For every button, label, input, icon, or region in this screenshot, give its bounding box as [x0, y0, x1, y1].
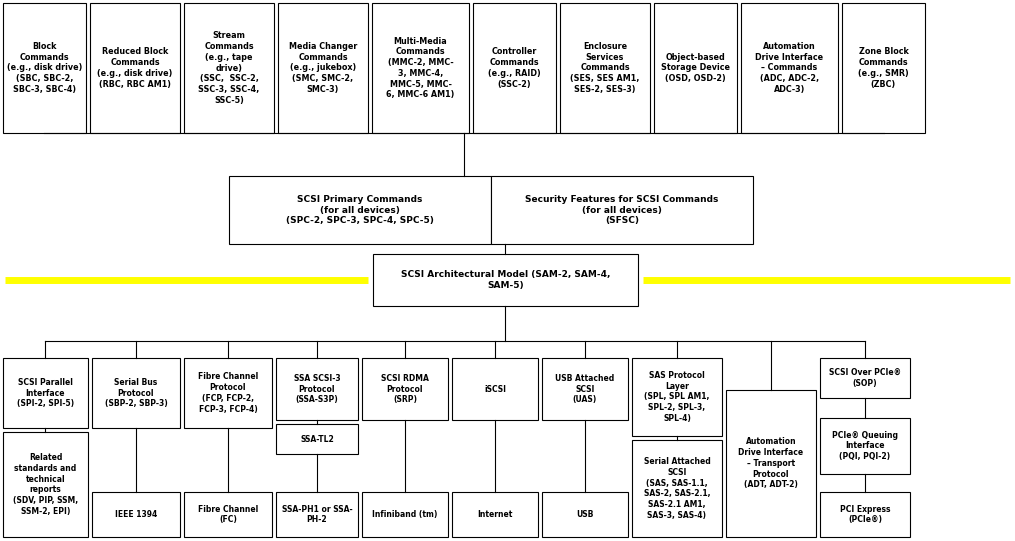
- Text: IEEE 1394: IEEE 1394: [115, 510, 157, 519]
- Text: SCSI Architectural Model (SAM-2, SAM-4,
SAM-5): SCSI Architectural Model (SAM-2, SAM-4, …: [401, 270, 610, 290]
- Bar: [632, 358, 722, 436]
- Bar: [452, 358, 538, 420]
- Bar: [184, 3, 274, 133]
- Bar: [184, 492, 272, 537]
- Bar: [560, 3, 650, 133]
- Bar: [373, 3, 469, 133]
- Bar: [542, 492, 628, 537]
- Text: Related
standards and
technical
reports
(SDV, PIP, SSM,
SSM-2, EPI): Related standards and technical reports …: [13, 453, 78, 516]
- Bar: [92, 358, 180, 428]
- Bar: [3, 432, 88, 537]
- Bar: [3, 3, 86, 133]
- Text: PCI Express
(PCIe®): PCI Express (PCIe®): [839, 505, 890, 524]
- Text: SCSI Primary Commands
(for all devices)
(SPC-2, SPC-3, SPC-4, SPC-5): SCSI Primary Commands (for all devices) …: [286, 195, 434, 225]
- Bar: [90, 3, 180, 133]
- Text: Media Changer
Commands
(e.g., jukebox)
(SMC, SMC-2,
SMC-3): Media Changer Commands (e.g., jukebox) (…: [289, 42, 357, 94]
- Bar: [820, 492, 910, 537]
- Bar: [820, 358, 910, 398]
- Text: Fibre Channel
Protocol
(FCP, FCP-2,
FCP-3, FCP-4): Fibre Channel Protocol (FCP, FCP-2, FCP-…: [198, 372, 258, 414]
- Text: Infiniband (tm): Infiniband (tm): [373, 510, 437, 519]
- Bar: [184, 358, 272, 428]
- Bar: [820, 418, 910, 474]
- Text: Serial Attached
SCSI
(SAS, SAS-1.1,
SAS-2, SAS-2.1,
SAS-2.1 AM1,
SAS-3, SAS-4): Serial Attached SCSI (SAS, SAS-1.1, SAS-…: [644, 457, 710, 520]
- Text: Zone Block
Commands
(e.g., SMR)
(ZBC): Zone Block Commands (e.g., SMR) (ZBC): [858, 48, 908, 89]
- Bar: [276, 424, 358, 454]
- Text: SSA-TL2: SSA-TL2: [300, 434, 334, 444]
- Text: USB: USB: [577, 510, 594, 519]
- Text: Internet: Internet: [477, 510, 513, 519]
- Bar: [276, 492, 358, 537]
- Text: Reduced Block
Commands
(e.g., disk drive)
(RBC, RBC AM1): Reduced Block Commands (e.g., disk drive…: [97, 48, 173, 89]
- Text: Controller
Commands
(e.g., RAID)
(SSC-2): Controller Commands (e.g., RAID) (SSC-2): [488, 48, 541, 89]
- Text: SSA-PH1 or SSA-
PH-2: SSA-PH1 or SSA- PH-2: [282, 505, 352, 524]
- Bar: [362, 492, 448, 537]
- Bar: [278, 3, 368, 133]
- Text: Fibre Channel
(FC): Fibre Channel (FC): [198, 505, 258, 524]
- Text: Multi-Media
Commands
(MMC-2, MMC-
3, MMC-4,
MMC-5, MMC-
6, MMC-6 AM1): Multi-Media Commands (MMC-2, MMC- 3, MMC…: [387, 37, 455, 100]
- Bar: [3, 358, 88, 428]
- Text: Object-based
Storage Device
(OSD, OSD-2): Object-based Storage Device (OSD, OSD-2): [661, 53, 730, 83]
- Text: SCSI Parallel
Interface
(SPI-2, SPI-5): SCSI Parallel Interface (SPI-2, SPI-5): [17, 378, 74, 408]
- Text: SCSI RDMA
Protocol
(SRP): SCSI RDMA Protocol (SRP): [381, 374, 429, 404]
- Bar: [726, 390, 816, 537]
- Bar: [542, 358, 628, 420]
- Text: Automation
Drive Interface
– Commands
(ADC, ADC-2,
ADC-3): Automation Drive Interface – Commands (A…: [755, 42, 823, 94]
- Bar: [842, 3, 925, 133]
- Text: Security Features for SCSI Commands
(for all devices)
(SFSC): Security Features for SCSI Commands (for…: [526, 195, 719, 225]
- Bar: [362, 358, 448, 420]
- Bar: [92, 492, 180, 537]
- Text: SSA SCSI-3
Protocol
(SSA-S3P): SSA SCSI-3 Protocol (SSA-S3P): [293, 374, 340, 404]
- Text: Automation
Drive Interface
– Transport
Protocol
(ADT, ADT-2): Automation Drive Interface – Transport P…: [739, 438, 804, 490]
- Bar: [654, 3, 737, 133]
- Text: Block
Commands
(e.g., disk drive)
(SBC, SBC-2,
SBC-3, SBC-4): Block Commands (e.g., disk drive) (SBC, …: [7, 42, 82, 94]
- Bar: [373, 254, 638, 306]
- Bar: [632, 440, 722, 537]
- Bar: [229, 176, 491, 244]
- Bar: [276, 358, 358, 420]
- Text: PCIe® Queuing
Interface
(PQI, PQI-2): PCIe® Queuing Interface (PQI, PQI-2): [832, 431, 898, 461]
- Text: Stream
Commands
(e.g., tape
drive)
(SSC,  SSC-2,
SSC-3, SSC-4,
SSC-5): Stream Commands (e.g., tape drive) (SSC,…: [198, 31, 260, 105]
- Bar: [473, 3, 556, 133]
- Bar: [491, 176, 753, 244]
- Bar: [741, 3, 838, 133]
- Text: SCSI Over PCIe®
(SOP): SCSI Over PCIe® (SOP): [829, 368, 901, 388]
- Text: USB Attached
SCSI
(UAS): USB Attached SCSI (UAS): [555, 374, 615, 404]
- Bar: [452, 492, 538, 537]
- Text: iSCSI: iSCSI: [484, 385, 506, 393]
- Text: Serial Bus
Protocol
(SBP-2, SBP-3): Serial Bus Protocol (SBP-2, SBP-3): [105, 378, 167, 408]
- Text: SAS Protocol
Layer
(SPL, SPL AM1,
SPL-2, SPL-3,
SPL-4): SAS Protocol Layer (SPL, SPL AM1, SPL-2,…: [645, 371, 709, 423]
- Text: Enclosure
Services
Commands
(SES, SES AM1,
SES-2, SES-3): Enclosure Services Commands (SES, SES AM…: [570, 42, 639, 94]
